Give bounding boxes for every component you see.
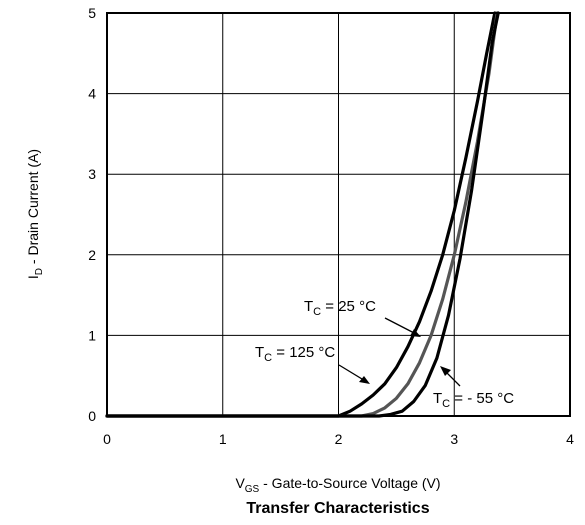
x-tick-label: 4 [566, 431, 574, 447]
annotation-125c-arrowhead [359, 376, 370, 384]
x-tick-label: 3 [450, 431, 458, 447]
plot-frame [106, 12, 571, 417]
annotation-minus55c-arrowhead [440, 366, 451, 376]
y-tick-label: 0 [88, 408, 96, 424]
x-tick-label: 1 [219, 431, 227, 447]
curve-minus55c [105, 11, 500, 418]
curve-25c [105, 11, 499, 418]
annotation-125c: TC = 125 °C [255, 344, 335, 364]
x-tick-label: 0 [103, 431, 111, 447]
annotation-25c: TC = 25 °C [304, 298, 376, 318]
tick-labels: 0 1 2 3 4 0 1 2 3 4 5 [88, 5, 574, 447]
y-tick-label: 1 [88, 327, 96, 343]
x-tick-label: 2 [335, 431, 343, 447]
y-tick-label: 5 [88, 5, 96, 21]
grid-lines [107, 13, 570, 416]
y-axis-label: ID - Drain Current (A) [25, 149, 45, 279]
annotation-25c-arrowhead [410, 329, 421, 337]
y-tick-label: 4 [88, 86, 96, 102]
y-tick-label: 3 [88, 166, 96, 182]
y-tick-label: 2 [88, 247, 96, 263]
chart-caption: Transfer Characteristics [246, 500, 429, 517]
x-axis-label: VGS - Gate-to-Source Voltage (V) [235, 475, 440, 495]
annotation-minus55c: TC = - 55 °C [433, 390, 514, 410]
